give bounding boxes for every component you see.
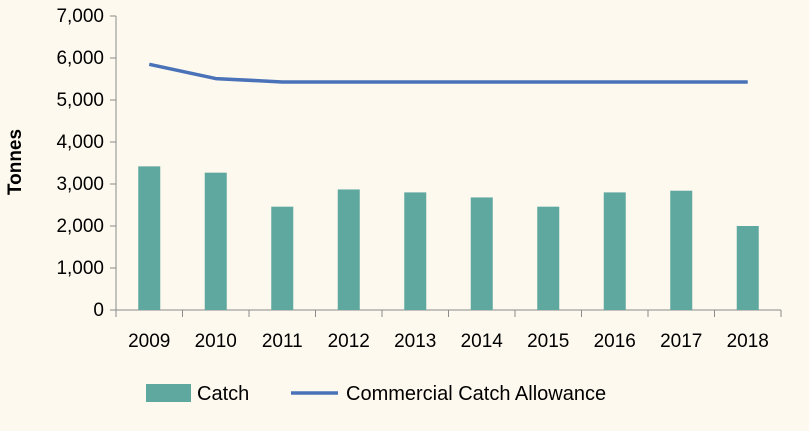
- catch-bar: [670, 190, 693, 310]
- x-tick-label: 2012: [328, 331, 370, 352]
- legend-catch-label: Catch: [197, 383, 249, 405]
- y-tick-label: 7,000: [56, 6, 104, 27]
- legend-allowance-label: Commercial Catch Allowance: [346, 383, 606, 405]
- catch-bar: [537, 206, 560, 310]
- y-tick-label: 4,000: [56, 132, 104, 153]
- commercial-catch-allowance-line: [148, 62, 748, 84]
- legend: Catch Commercial Catch Allowance: [146, 383, 606, 405]
- catch-bar: [204, 172, 227, 310]
- y-tick-label: 1,000: [56, 258, 104, 279]
- catch-bar: [271, 206, 294, 310]
- y-tick-label: 0: [93, 300, 104, 321]
- y-axis-label: Tonnes: [5, 129, 26, 195]
- x-tick-label: 2010: [195, 331, 237, 352]
- legend-catch-swatch: [146, 384, 191, 402]
- catch-bar: [138, 166, 161, 310]
- x-tick-label: 2016: [594, 331, 636, 352]
- y-tick-label: 5,000: [56, 90, 104, 111]
- catch-bar: [404, 192, 427, 310]
- catch-bar: [603, 192, 626, 310]
- y-tick-label: 2,000: [56, 216, 104, 237]
- x-tick-label: 2014: [461, 331, 504, 352]
- x-tick-label: 2013: [394, 331, 436, 352]
- x-tick-label: 2011: [262, 331, 303, 352]
- x-tick-label: 2017: [660, 331, 702, 352]
- x-tick-label: 2009: [128, 331, 170, 352]
- y-tick-label: 3,000: [56, 174, 104, 195]
- catch-bar: [470, 197, 493, 310]
- catch-bar: [337, 189, 360, 310]
- catch-bar: [736, 226, 759, 310]
- y-tick-label: 6,000: [56, 48, 104, 69]
- x-tick-label: 2015: [527, 331, 569, 352]
- x-tick-label: 2018: [727, 331, 769, 352]
